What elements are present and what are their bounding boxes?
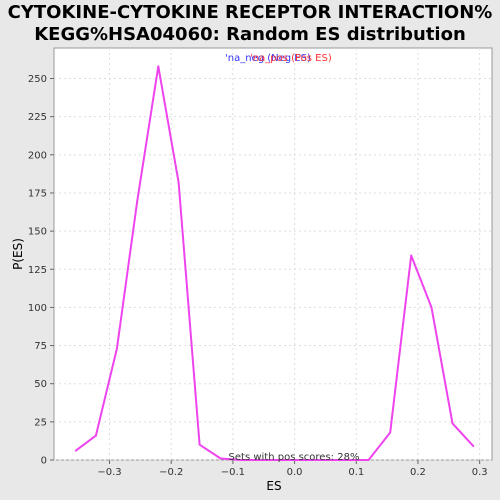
chart-title-line2: KEGG%HSA04060: Random ES distribution [34,24,466,45]
y-tick-label: 100 [28,303,47,314]
chart-title-line1: CYTOKINE-CYTOKINE RECEPTOR INTERACTION% [7,2,493,23]
series-line [75,65,475,461]
data-point [430,306,433,309]
x-tick-label: 0.3 [472,467,488,478]
axes: 0 25 50 75 100 125 150 175 200 225 250 −0.3 −0.2 −0.1… [28,74,488,478]
data-point [157,65,160,68]
y-tick-label: 25 [34,417,47,428]
x-tick-label: −0.2 [159,467,183,478]
legend-pos: 'na_pos (Pos ES) [250,53,332,64]
y-tick-label: 175 [28,188,47,199]
x-tick-label: 0.0 [287,467,303,478]
data-point [367,459,370,461]
pos-score-annotation: Sets with pos scores: 28% [229,452,360,463]
x-axis-label: ES [266,479,281,493]
data-point [472,445,475,448]
y-tick-label: 50 [34,379,47,390]
data-point [451,422,454,425]
grid [54,48,492,461]
x-tick-label: 0.2 [410,467,426,478]
data-point [177,181,180,184]
data-point [219,457,222,460]
x-tick-label: 0.1 [348,467,364,478]
y-tick-label: 225 [28,112,47,123]
data-point [410,254,412,257]
data-point [136,199,139,202]
plot-area [53,47,493,461]
legend-neg: 'na_neg (Neg ES) [225,53,311,64]
data-point [281,459,284,461]
y-tick-label: 125 [28,265,47,276]
y-tick-label: 0 [41,456,47,467]
x-tick-label: −0.1 [221,467,245,478]
y-tick-label: 75 [34,341,47,352]
data-point [240,459,242,461]
data-point [302,459,305,461]
data-point [74,450,77,452]
data-point [116,347,118,350]
series-group [74,65,475,461]
y-tick-label: 150 [28,227,47,238]
data-point [261,459,263,461]
data-point [389,431,392,434]
y-tick-label: 250 [28,74,47,85]
y-tick-label: 200 [28,150,47,161]
data-point [322,459,325,461]
data-point [343,459,346,461]
y-axis-label: P(ES) [11,238,25,270]
x-tick-label: −0.3 [97,467,121,478]
data-point [95,434,97,437]
data-point [198,443,201,446]
